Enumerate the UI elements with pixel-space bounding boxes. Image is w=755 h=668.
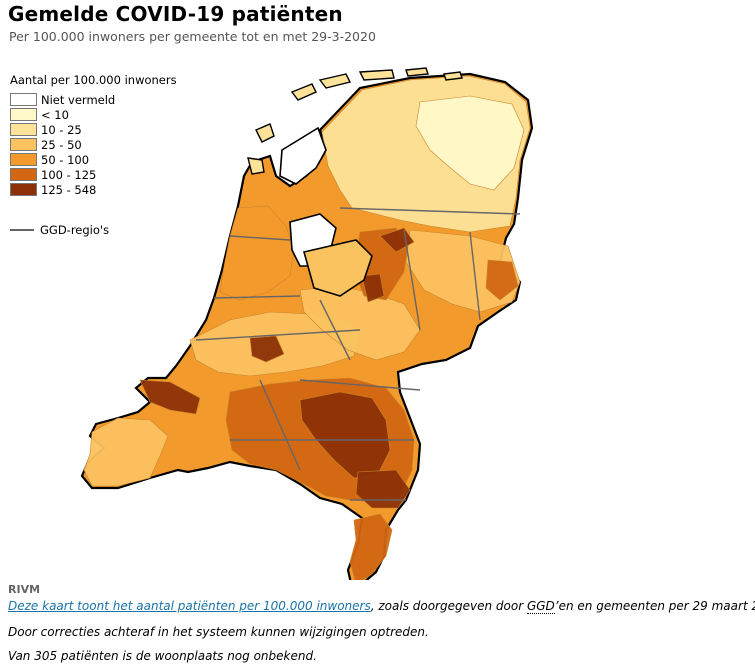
zone-ijssel-hotspot [361, 273, 385, 303]
note-line-2: Door correcties achteraf in het systeem … [8, 625, 429, 639]
legend-item: 50 - 100 [10, 152, 177, 167]
ggd-region-line [339, 207, 521, 215]
legend-item: 125 - 548 [10, 182, 177, 197]
legend: Aantal per 100.000 inwoners Niet vermeld… [10, 73, 177, 237]
zone-goeree-hotspot [139, 379, 201, 415]
legend-item: < 10 [10, 107, 177, 122]
legend-item: Niet vermeld [10, 92, 177, 107]
legend-label: < 10 [41, 107, 69, 122]
note-line-1-end: ’en en gemeenten per 29 maart 2020. [554, 599, 755, 613]
wadden-island [405, 67, 429, 77]
legend-label: 100 - 125 [41, 167, 97, 182]
zone-twente [485, 259, 519, 301]
legend-ggd-key: GGD-regio's [10, 223, 177, 237]
map-title: Gemelde COVID-19 patiënten [8, 2, 343, 26]
zone-delft-hotspot [249, 335, 285, 363]
legend-item: 25 - 50 [10, 137, 177, 152]
legend-item: 100 - 125 [10, 167, 177, 182]
ggd-region-line [259, 379, 301, 471]
zone-groningen-low [415, 95, 525, 191]
legend-title: Aantal per 100.000 inwoners [10, 73, 177, 87]
legend-swatch [10, 183, 37, 196]
source-label: RIVM [8, 583, 41, 596]
map-subtitle: Per 100.000 inwoners per gemeente tot en… [9, 29, 376, 44]
legend-swatch [10, 138, 37, 151]
wadden-island [358, 69, 395, 81]
legend-label: Niet vermeld [41, 92, 116, 107]
ggd-region-line [299, 379, 421, 391]
zone-north-holland [219, 205, 295, 301]
legend-label: 50 - 100 [41, 152, 90, 167]
map-explanation-link[interactable]: Deze kaart toont het aantal patiënten pe… [8, 599, 371, 613]
legend-label: 10 - 25 [41, 122, 82, 137]
ggd-region-line [229, 235, 291, 241]
ggd-region-line [213, 295, 301, 299]
legend-swatch [10, 168, 37, 181]
zone-kampen-hotspot [379, 227, 415, 253]
netherlands-choropleth-map [80, 67, 534, 580]
ggd-line-swatch [10, 229, 34, 231]
legend-swatch [10, 153, 37, 166]
legend-label: 25 - 50 [41, 137, 82, 152]
wadden-island [290, 83, 317, 101]
wadden-sea [279, 126, 327, 185]
ggd-region-line [319, 299, 351, 361]
wadden-island [247, 157, 265, 175]
legend-swatch [10, 123, 37, 136]
note-line-3: Van 305 patiënten is de woonplaats nog o… [8, 649, 317, 663]
legend-swatch [10, 93, 37, 106]
legend-items: Niet vermeld < 10 10 - 25 25 - 50 50 - 100 10… [10, 92, 177, 197]
zone-limburg-south [349, 513, 393, 580]
zone-zeeland [83, 417, 169, 487]
note-line-1-mid: , zoals doorgegeven door [370, 599, 527, 613]
wadden-island [255, 123, 275, 143]
legend-swatch [10, 108, 37, 121]
wadden-island [318, 73, 352, 89]
ggd-region-line [403, 229, 421, 331]
ggd-region-line [469, 231, 481, 321]
legend-ggd-label: GGD-regio's [40, 223, 110, 237]
ggd-abbreviation[interactable]: GGD [526, 599, 555, 614]
legend-item: 10 - 25 [10, 122, 177, 137]
flevoland [303, 239, 373, 297]
ggd-region-line [195, 329, 361, 341]
legend-label: 125 - 548 [41, 182, 97, 197]
wadden-island [443, 71, 463, 81]
zone-limburg-north-hotspot [355, 469, 411, 509]
note-line-1: Deze kaart toont het aantal patiënten pe… [8, 599, 755, 614]
